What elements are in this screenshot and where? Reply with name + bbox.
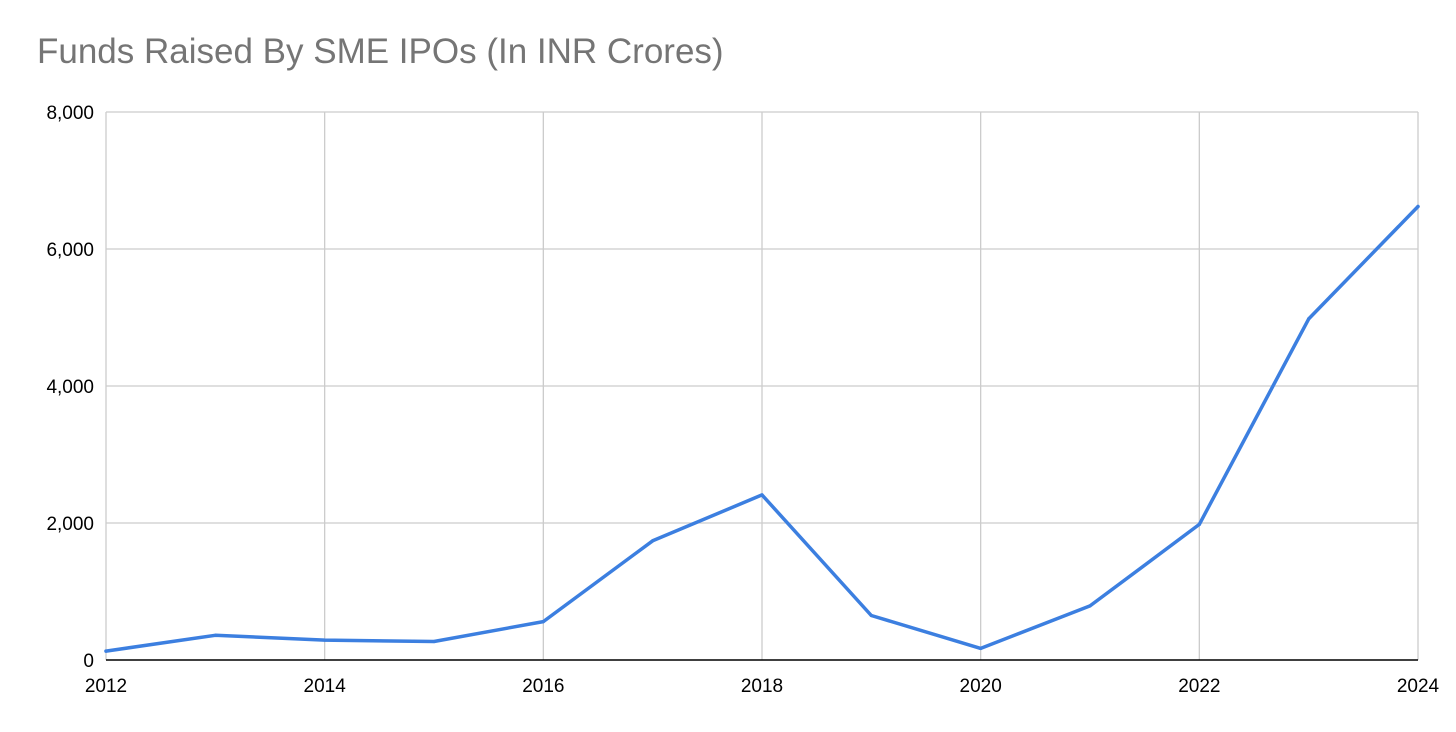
x-tick-label: 2018 bbox=[741, 676, 783, 697]
grid-lines bbox=[105, 111, 1419, 660]
x-tick-label: 2012 bbox=[85, 676, 127, 697]
y-tick-label: 8,000 bbox=[46, 103, 94, 124]
x-tick-label: 2020 bbox=[960, 676, 1002, 697]
data-point bbox=[979, 646, 983, 650]
chart-title: Funds Raised By SME IPOs (In INR Crores) bbox=[37, 32, 724, 71]
data-point bbox=[541, 620, 545, 624]
y-tick-label: 6,000 bbox=[46, 240, 94, 261]
y-tick-label: 4,000 bbox=[46, 377, 94, 398]
y-axis-tick-labels: 0 2,000 4,000 6,000 8,000 bbox=[46, 103, 94, 672]
x-tick-label: 2022 bbox=[1178, 676, 1220, 697]
y-tick-label: 0 bbox=[83, 651, 94, 672]
x-tick-label: 2016 bbox=[522, 676, 564, 697]
x-axis-tick-labels: 2012 2014 2016 2018 2020 2022 2024 bbox=[85, 676, 1440, 697]
data-point bbox=[1197, 522, 1201, 526]
x-tick-label: 2024 bbox=[1397, 676, 1440, 697]
y-tick-label: 2,000 bbox=[46, 514, 94, 535]
data-point bbox=[213, 633, 217, 637]
data-point bbox=[651, 539, 655, 543]
data-point bbox=[432, 639, 436, 644]
data-point bbox=[760, 493, 764, 497]
data-point bbox=[104, 649, 108, 653]
data-point bbox=[1307, 317, 1311, 321]
x-tick-label: 2014 bbox=[304, 676, 347, 697]
data-point bbox=[869, 613, 873, 618]
data-point bbox=[1416, 204, 1420, 209]
data-point bbox=[323, 638, 327, 642]
data-point bbox=[1088, 604, 1092, 608]
series-line-group bbox=[104, 204, 1420, 653]
